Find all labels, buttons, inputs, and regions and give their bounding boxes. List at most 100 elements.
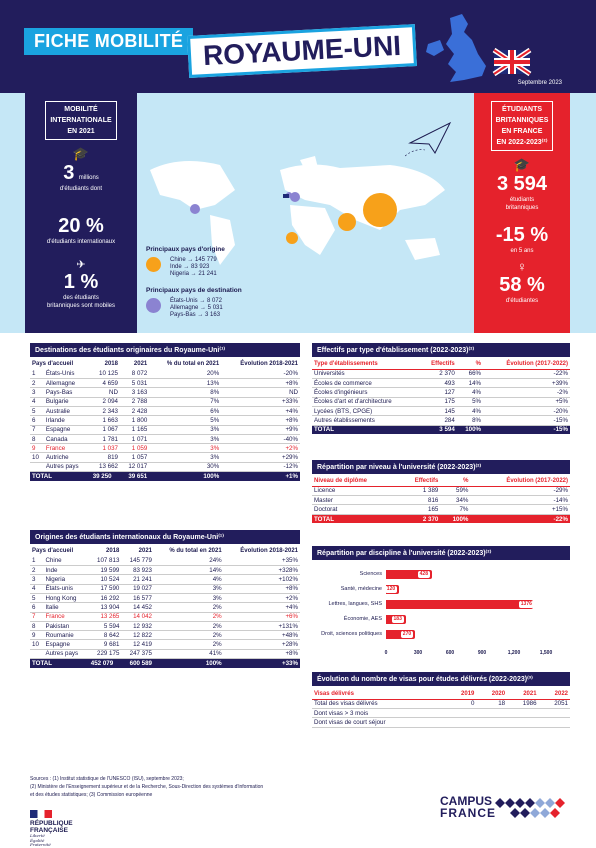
stat-mobile: 1 % — [63, 271, 99, 293]
table-cell: TOTAL — [30, 658, 89, 668]
table-cell: Italie — [43, 602, 89, 613]
table-cell: +2% — [221, 443, 300, 454]
table-row: Doctorat 165 7% +15% — [312, 504, 570, 515]
graduate-cap-icon: 🎓 — [72, 146, 90, 161]
table-total-row: TOTAL 3 594 100% -15% — [312, 425, 570, 435]
table-row: Universités 2 370 66% -22% — [312, 369, 570, 380]
table-cell: 66% — [456, 369, 484, 380]
fiche-label: FICHE MOBILITÉ — [24, 28, 194, 55]
table-row: Lycées (BTS, CPGE) 145 4% -20% — [312, 406, 570, 417]
table-cell: 41% — [154, 649, 224, 660]
table-cell — [476, 708, 508, 719]
table-cell: Nigeria — [43, 574, 89, 585]
table-row: 3 Nigeria 10 524 21 241 4% +102% — [30, 574, 300, 585]
table-cell: 2 370 — [398, 514, 441, 524]
dest-legend-list: États-Unis → 8 072 Allemagne → 5 031 Pay… — [170, 298, 223, 319]
table-cell: TOTAL — [312, 425, 421, 435]
table-cell: 20% — [149, 369, 222, 380]
stat-international: 20 % — [58, 215, 104, 237]
table-cell: 59% — [440, 486, 471, 497]
stat-international-text: d'étudiants internationaux — [46, 239, 116, 245]
table-cell: 2% — [154, 630, 224, 641]
table-cell: 6 — [30, 415, 44, 426]
table-cell: Écoles d'ingénieurs — [312, 387, 421, 398]
table-row: Total des visas délivrés 0 18 1986 2051 — [312, 699, 570, 710]
table-cell: 7 — [30, 425, 44, 435]
orig-table-title: Origines des étudiants internationaux du… — [30, 530, 300, 544]
table-cell: 816 — [398, 495, 441, 506]
table-cell — [507, 708, 539, 719]
chart-bar — [386, 600, 533, 609]
table-row: 9 Roumanie 8 642 12 822 2% +48% — [30, 630, 300, 641]
visa-table: Visas délivrés 2019 2020 2021 2022 Total… — [312, 690, 570, 728]
table-cell: -15% — [483, 415, 570, 426]
etab-table-title: Effectifs par type d'établissement (2022… — [312, 343, 570, 357]
table-cell: 8 — [30, 434, 44, 445]
chart-value-label: 1376 — [518, 601, 534, 608]
niveau-table: Niveau de diplôme Effectifs % Évolution … — [312, 477, 570, 524]
table-cell: 10 — [30, 452, 44, 463]
table-cell: Hong Kong — [43, 593, 89, 604]
table-cell: +8% — [223, 649, 300, 660]
table-cell: 6 — [30, 602, 44, 613]
table-row: 1 Chine 107 813 145 779 24% +35% — [30, 556, 300, 567]
table-row: 5 Australie 2 343 2 428 6% +4% — [30, 406, 300, 417]
table-cell: 2% — [154, 621, 224, 632]
chart-value-label: 120 — [384, 586, 398, 593]
table-cell: 3 594 — [420, 425, 457, 435]
stat-evolution-text: en 5 ans — [510, 248, 534, 254]
table-cell: 8 642 — [88, 630, 122, 641]
table-cell: 100% — [154, 658, 224, 668]
table-cell: 127 — [420, 387, 457, 398]
origin-2: Inde → 83 923 — [170, 264, 210, 270]
table-cell — [445, 708, 477, 719]
table-cell: 2 — [30, 378, 44, 389]
table-cell: 5 — [30, 406, 44, 417]
chart-x-tick: 900 — [477, 650, 487, 656]
chart-value-label: 428 — [417, 571, 430, 578]
table-cell: Espagne — [43, 425, 91, 435]
paper-plane-small-icon: ✈ — [76, 259, 86, 271]
table-row: 9 France 1 037 1 059 3% +2% — [30, 443, 300, 454]
table-cell: +29% — [221, 452, 300, 463]
table-cell: 9 — [30, 443, 44, 454]
table-cell: 4 — [30, 584, 44, 595]
table-cell: 12 822 — [121, 630, 154, 641]
table-row: Autres pays 13 662 12 017 30% -12% — [30, 462, 300, 473]
table-total-row: TOTAL 39 250 39 651 100% +1% — [30, 471, 300, 481]
table-cell: 1 — [30, 369, 44, 380]
chart-x-tick: 0 — [384, 650, 388, 656]
table-cell: 8% — [149, 387, 222, 398]
table-cell: Autres pays — [43, 462, 91, 473]
table-row: 1 États-Unis 10 125 8 072 20% -20% — [30, 369, 300, 380]
col-header: Pays d'accueil — [32, 361, 74, 368]
table-cell: +35% — [223, 556, 300, 567]
campus-france-logo: CAMPUS FRANCE — [440, 794, 496, 820]
table-cell: 5 031 — [119, 378, 150, 389]
dest-3: Pays-Bas → 3 163 — [170, 312, 221, 318]
table-cell: Universités — [312, 369, 421, 380]
stat-uk-students-text-1: étudiants — [509, 197, 535, 203]
origin-legend-title: Principaux pays d'origine — [146, 246, 225, 253]
table-row: Autres établissements 284 8% -15% — [312, 415, 570, 426]
table-cell: -15% — [483, 425, 570, 435]
table-cell: 13 662 — [90, 462, 120, 473]
uk-map-icon — [426, 14, 532, 82]
table-row: 7 Espagne 1 067 1 165 3% +9% — [30, 425, 300, 435]
graduate-cap-icon-right: 🎓 — [513, 157, 531, 172]
stat-mobile-text-1: des étudiants — [63, 295, 99, 301]
table-cell: 10 125 — [90, 369, 120, 380]
table-cell: 0 — [445, 699, 477, 710]
table-cell: 1 389 — [398, 486, 441, 497]
table-cell — [476, 717, 508, 728]
table-cell: 14 042 — [121, 612, 154, 622]
table-row: 8 Canada 1 781 1 071 3% -40% — [30, 434, 300, 445]
table-row: Écoles de commerce 493 14% +39% — [312, 378, 570, 389]
origin-legend-dot — [146, 257, 161, 272]
table-row: 10 Autriche 819 1 057 3% +29% — [30, 452, 300, 463]
table-cell: 2 — [30, 565, 44, 576]
table-cell: Écoles de commerce — [312, 378, 421, 389]
table-cell: 4% — [456, 387, 484, 398]
table-cell: 7 — [30, 612, 44, 622]
table-cell: 19 027 — [121, 584, 154, 595]
